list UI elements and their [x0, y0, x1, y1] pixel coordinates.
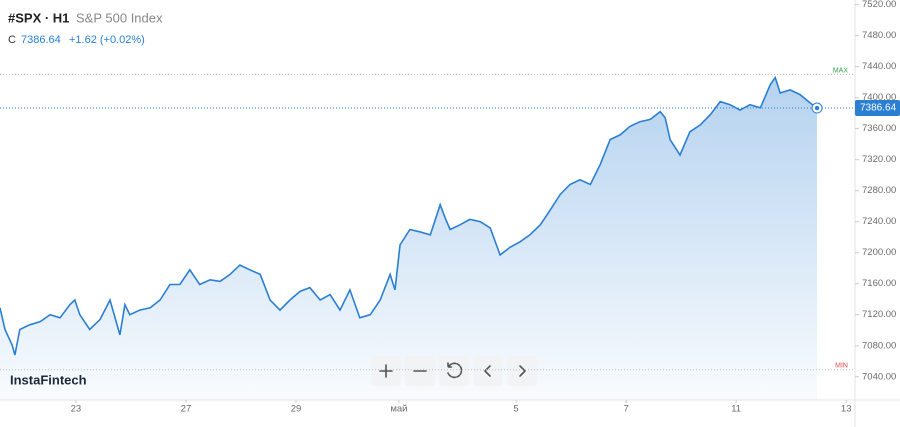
y-tick-label: 7120.00 — [862, 309, 896, 320]
last-point — [814, 105, 820, 111]
y-tick-label: 7400.00 — [862, 92, 896, 103]
scroll-right-button[interactable] — [507, 356, 537, 386]
y-tick-label: 7520.00 — [862, 0, 896, 10]
x-tick-label: 29 — [291, 404, 302, 415]
x-tick-label: 7 — [623, 404, 628, 415]
x-tick-label: 13 — [841, 404, 852, 415]
price-line — [0, 75, 818, 356]
x-tick-label: 27 — [181, 404, 192, 415]
x-tick-label: 23 — [71, 404, 82, 415]
reset-button[interactable] — [439, 356, 469, 386]
min-label: MIN — [835, 363, 848, 370]
x-tick-label: 11 — [731, 404, 741, 415]
y-tick-label: 7240.00 — [862, 216, 896, 227]
y-tick-label: 7200.00 — [862, 247, 896, 258]
zoom-in-button[interactable] — [371, 356, 401, 386]
x-tick-label: 5 — [513, 404, 518, 415]
price-badge — [855, 100, 900, 117]
symbol: #SPX · H1 — [8, 10, 69, 25]
max-label: MAX — [833, 67, 849, 74]
area-fill — [0, 77, 818, 400]
close-label: C — [8, 34, 16, 46]
scroll-left-button[interactable] — [473, 356, 503, 386]
logo: InstaFintech — [10, 372, 87, 387]
y-tick-label: 7320.00 — [862, 154, 896, 165]
y-tick-label: 7440.00 — [862, 61, 896, 72]
y-tick-label: 7480.00 — [862, 30, 896, 41]
y-tick-label: 7280.00 — [862, 185, 896, 196]
x-tick-label: май — [390, 404, 407, 415]
y-tick-label: 7080.00 — [862, 340, 896, 351]
price-change: +1.62 (+0.02%) — [69, 34, 145, 46]
close-price: 7386.64 — [21, 34, 61, 46]
price-badge-label: 7386.64 — [860, 103, 897, 114]
zoom-out-button[interactable] — [405, 356, 435, 386]
y-tick-label: 7360.00 — [862, 123, 896, 134]
y-tick-label: 7160.00 — [862, 278, 896, 289]
y-tick-label: 7040.00 — [862, 371, 896, 382]
instrument-name: S&P 500 Index — [76, 10, 163, 25]
